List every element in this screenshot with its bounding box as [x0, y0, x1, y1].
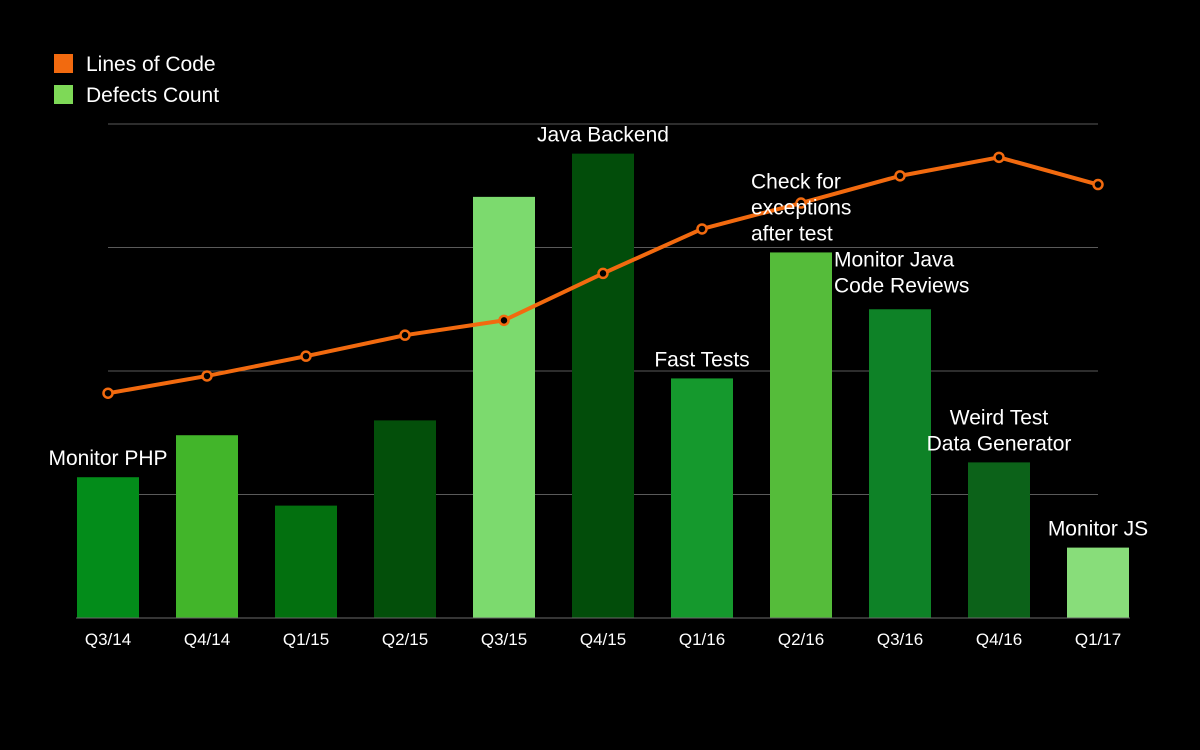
bar-q4-16	[968, 462, 1030, 618]
line-point-q3-16	[894, 170, 906, 182]
annotation-label: after test	[751, 222, 833, 245]
x-tick-label: Q2/16	[778, 630, 824, 649]
legend-label: Lines of Code	[86, 53, 216, 76]
bar-q1-15	[275, 505, 337, 618]
annotation-label: Data Generator	[927, 432, 1072, 455]
annotation-label: Fast Tests	[654, 348, 749, 371]
bar-q2-16	[770, 252, 832, 618]
x-tick-label: Q3/15	[481, 630, 527, 649]
line-point-q2-16	[795, 197, 807, 209]
x-tick-label: Q3/14	[85, 630, 131, 649]
line-point-q3-15	[498, 314, 510, 327]
line-point-q1-15	[300, 350, 312, 362]
bar-q3-14	[77, 477, 139, 618]
annotation-label: Monitor JS	[1048, 518, 1148, 541]
x-tick-label: Q4/16	[976, 630, 1022, 649]
bar-q1-16	[671, 378, 733, 618]
lines-of-code-line	[102, 151, 1104, 399]
legend-swatch	[54, 85, 73, 104]
line-point-q4-14	[201, 370, 213, 382]
annotations: Monitor PHP Java Backend Fast Tests Check f…	[48, 124, 1148, 541]
bar-q2-15	[374, 420, 436, 618]
line-point-q3-14	[102, 387, 114, 399]
annotation-label: Java Backend	[537, 124, 669, 147]
annotation-label: exceptions	[751, 196, 851, 219]
bar-q1-17	[1067, 547, 1129, 618]
line-point-q4-15	[597, 267, 609, 280]
bar-q3-15	[473, 196, 535, 619]
annotation-label: Weird Test	[950, 406, 1049, 429]
bar-q4-14	[176, 435, 238, 618]
x-tick-label: Q2/15	[382, 630, 428, 649]
x-tick-label: Q4/14	[184, 630, 230, 649]
line-point-q1-17	[1092, 178, 1104, 191]
bar-q3-16	[869, 309, 931, 618]
legend: Lines of Code Defects Count	[54, 53, 219, 107]
line-point-q1-16	[696, 223, 708, 235]
x-axis: Q3/14 Q4/14 Q1/15 Q2/15 Q3/15 Q4/15 Q1/16 Q2/16…	[76, 617, 1130, 649]
defects-bars	[77, 153, 1129, 619]
x-tick-label: Q1/17	[1075, 630, 1121, 649]
annotation-label: Check for	[751, 170, 841, 193]
annotation-label: Monitor Java	[834, 248, 955, 271]
legend-label: Defects Count	[86, 84, 219, 107]
legend-swatch	[54, 54, 73, 73]
line-point-q4-16	[993, 151, 1005, 164]
line-point-q2-15	[399, 329, 411, 341]
bar-q4-15	[572, 153, 634, 618]
x-tick-label: Q1/16	[679, 630, 725, 649]
x-tick-label: Q4/15	[580, 630, 626, 649]
annotation-label: Code Reviews	[834, 274, 969, 297]
x-tick-label: Q3/16	[877, 630, 923, 649]
annotation-label: Monitor PHP	[48, 447, 167, 470]
x-tick-label: Q1/15	[283, 630, 329, 649]
